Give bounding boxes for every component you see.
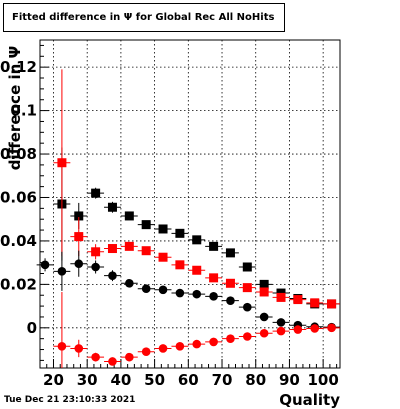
data-point [209, 292, 218, 301]
data-point [209, 337, 218, 347]
data-point [158, 252, 168, 262]
data-point [209, 273, 219, 283]
x-tick-label: 70 [212, 371, 233, 389]
data-point [259, 279, 269, 289]
data-point [259, 328, 269, 338]
data-point [293, 325, 303, 334]
footer-timestamp: Tue Dec 21 23:10:33 2021 [4, 395, 136, 405]
data-point [310, 324, 320, 333]
y-tick-label: 0.04 [0, 232, 37, 250]
series-3 [53, 291, 340, 368]
data-point [226, 334, 235, 343]
series-2 [36, 250, 340, 332]
data-point [175, 260, 185, 270]
data-point [192, 235, 202, 245]
data-point [74, 211, 84, 221]
data-point [175, 341, 185, 351]
axes: 20 30 40 50 60 70 80 90 100 0 0.02 0.04 0.06 0.08 0.1 0… [0, 39, 341, 389]
data-point [74, 344, 84, 353]
data-point [57, 341, 67, 351]
data-point [243, 332, 252, 341]
data-point [57, 267, 67, 276]
y-tick-label: 0 [27, 319, 37, 337]
data-point [125, 352, 134, 362]
data-point [74, 232, 84, 242]
y-tick-label: 0.02 [0, 275, 37, 293]
data-point [91, 188, 101, 198]
grid [40, 40, 340, 368]
data-point [107, 202, 117, 212]
data-point [242, 262, 252, 272]
data-point [276, 318, 286, 327]
data-point [192, 265, 202, 275]
data-point [141, 347, 151, 357]
data-point [175, 228, 185, 238]
data-point [107, 244, 117, 254]
x-tick-label: 100 [307, 371, 338, 389]
title-box: Fitted difference in Ψ for Global Rec Al… [3, 3, 285, 32]
series [36, 69, 340, 368]
data-point [141, 284, 151, 294]
data-point [225, 278, 235, 288]
data-point [57, 158, 67, 168]
y-tick-label: 0.1 [10, 102, 37, 120]
data-point [108, 357, 117, 366]
data-point [91, 262, 100, 272]
x-tick-label: 30 [77, 371, 98, 389]
data-point [226, 296, 235, 305]
data-point [40, 260, 50, 270]
data-point [327, 299, 337, 309]
data-point [192, 339, 202, 349]
data-point [276, 326, 286, 336]
data-point [91, 352, 100, 362]
data-point [158, 224, 168, 234]
y-tick-label: 0.08 [0, 145, 37, 163]
data-point [276, 292, 286, 302]
data-point [108, 271, 117, 280]
data-point [209, 241, 219, 251]
chart-title: Fitted difference in Ψ for Global Rec Al… [12, 12, 275, 23]
series-1 [53, 69, 340, 309]
data-point [74, 259, 84, 269]
data-point [124, 241, 134, 251]
data-point [141, 246, 151, 256]
plot-frame [39, 39, 341, 369]
x-axis-label: Quality [279, 391, 340, 409]
data-point [310, 298, 320, 308]
data-point [91, 247, 101, 257]
data-point [243, 302, 252, 312]
y-axis-label: difference in Ψ [6, 46, 24, 171]
x-tick-label: 90 [279, 371, 300, 389]
data-point [225, 248, 235, 258]
data-point [259, 312, 269, 322]
x-tick-label: 80 [245, 371, 266, 389]
data-point [327, 323, 336, 333]
data-point [242, 283, 252, 293]
data-point [175, 288, 185, 298]
data-point [124, 211, 134, 221]
y-tick-label: 0.06 [0, 188, 37, 206]
data-point [158, 285, 168, 295]
data-point [158, 344, 168, 353]
x-tick-label: 40 [110, 371, 131, 389]
data-point [125, 278, 134, 288]
data-point [259, 287, 269, 297]
y-tick-label: 0.12 [0, 58, 37, 76]
data-point [293, 295, 303, 305]
x-tick-label: 60 [178, 371, 199, 389]
data-point [141, 220, 151, 230]
x-tick-label: 50 [144, 371, 165, 389]
x-tick-label: 20 [43, 371, 64, 389]
data-point [192, 289, 202, 299]
